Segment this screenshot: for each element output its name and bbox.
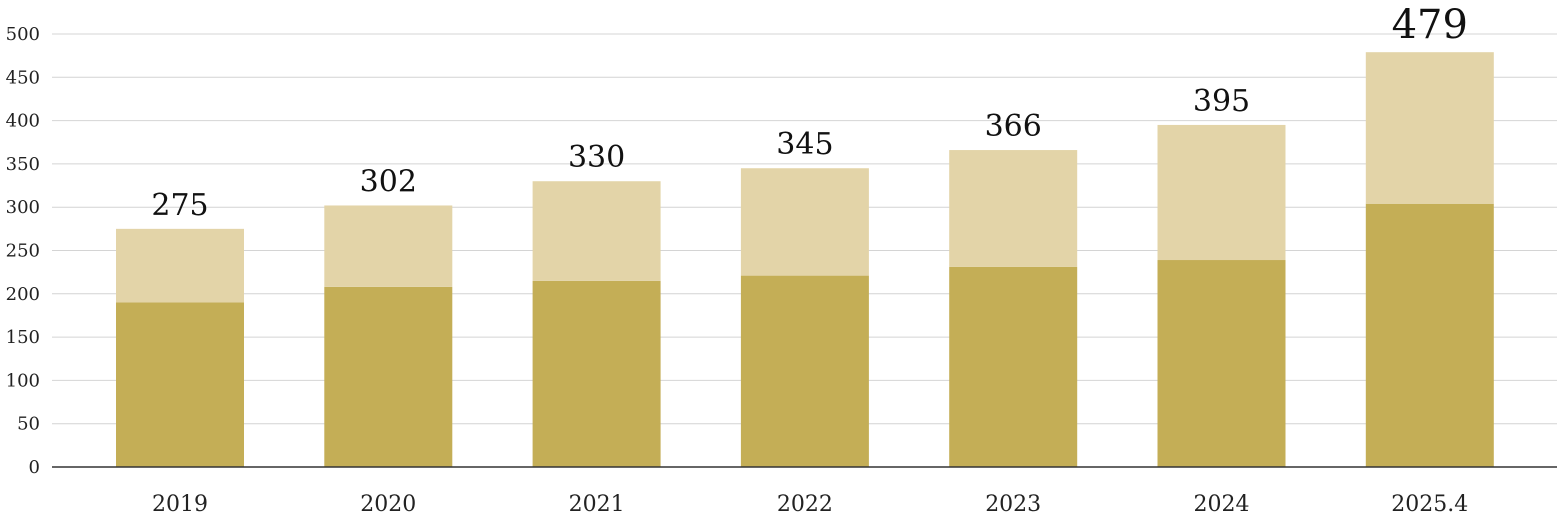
bar-segment-upper — [324, 205, 453, 287]
bar-segment-upper — [116, 228, 244, 303]
bar-segment-lower — [949, 266, 1078, 467]
x-tick-label: 2019 — [152, 492, 208, 514]
bar-segment-lower — [324, 286, 453, 467]
y-axis-ticks: 0 50 100 150 200 250 300 350 400 450 500 — [6, 24, 40, 478]
y-tick-label: 0 — [29, 457, 40, 478]
y-tick-label: 50 — [17, 414, 40, 435]
bar-segment-upper — [532, 181, 661, 281]
bar-segment-lower — [116, 302, 244, 467]
x-tick-label: 2023 — [985, 492, 1041, 514]
bar-segment-upper — [1365, 52, 1494, 204]
y-tick-label: 400 — [6, 111, 40, 132]
bar-total-label: 302 — [360, 164, 417, 199]
x-tick-label: 2021 — [569, 492, 625, 514]
y-tick-label: 100 — [6, 370, 40, 391]
bar-segment-upper — [740, 168, 869, 276]
x-tick-label: 2020 — [360, 492, 416, 514]
bar-total-label: 395 — [1193, 84, 1250, 119]
bar-total-label: 366 — [985, 109, 1042, 144]
x-tick-label: 2025.4 — [1391, 492, 1468, 514]
bar-segment-lower — [532, 280, 661, 467]
y-tick-label: 300 — [6, 197, 40, 218]
bars — [116, 52, 1494, 467]
total-labels: 275 302 330 345 366 395 479 — [151, 2, 1468, 223]
bar-total-label: 479 — [1392, 2, 1468, 48]
bar-segment-upper — [949, 150, 1078, 267]
bar-total-label: 345 — [776, 127, 833, 162]
bar-segment-lower — [1157, 260, 1286, 467]
bar-total-label: 275 — [151, 188, 208, 223]
bar-segment-lower — [740, 275, 869, 467]
bar-segment-lower — [1365, 203, 1494, 467]
x-tick-label: 2022 — [777, 492, 833, 514]
y-tick-label: 500 — [6, 24, 40, 45]
y-tick-label: 150 — [6, 327, 40, 348]
x-axis-labels: 2019 2020 2021 2022 2023 2024 2025.4 — [152, 492, 1468, 514]
y-tick-label: 200 — [6, 284, 40, 305]
y-tick-label: 250 — [6, 241, 40, 262]
y-tick-label: 350 — [6, 154, 40, 175]
y-tick-label: 450 — [6, 67, 40, 88]
bar-segment-upper — [1157, 124, 1286, 261]
bar-total-label: 330 — [568, 140, 625, 175]
x-tick-label: 2024 — [1194, 492, 1250, 514]
